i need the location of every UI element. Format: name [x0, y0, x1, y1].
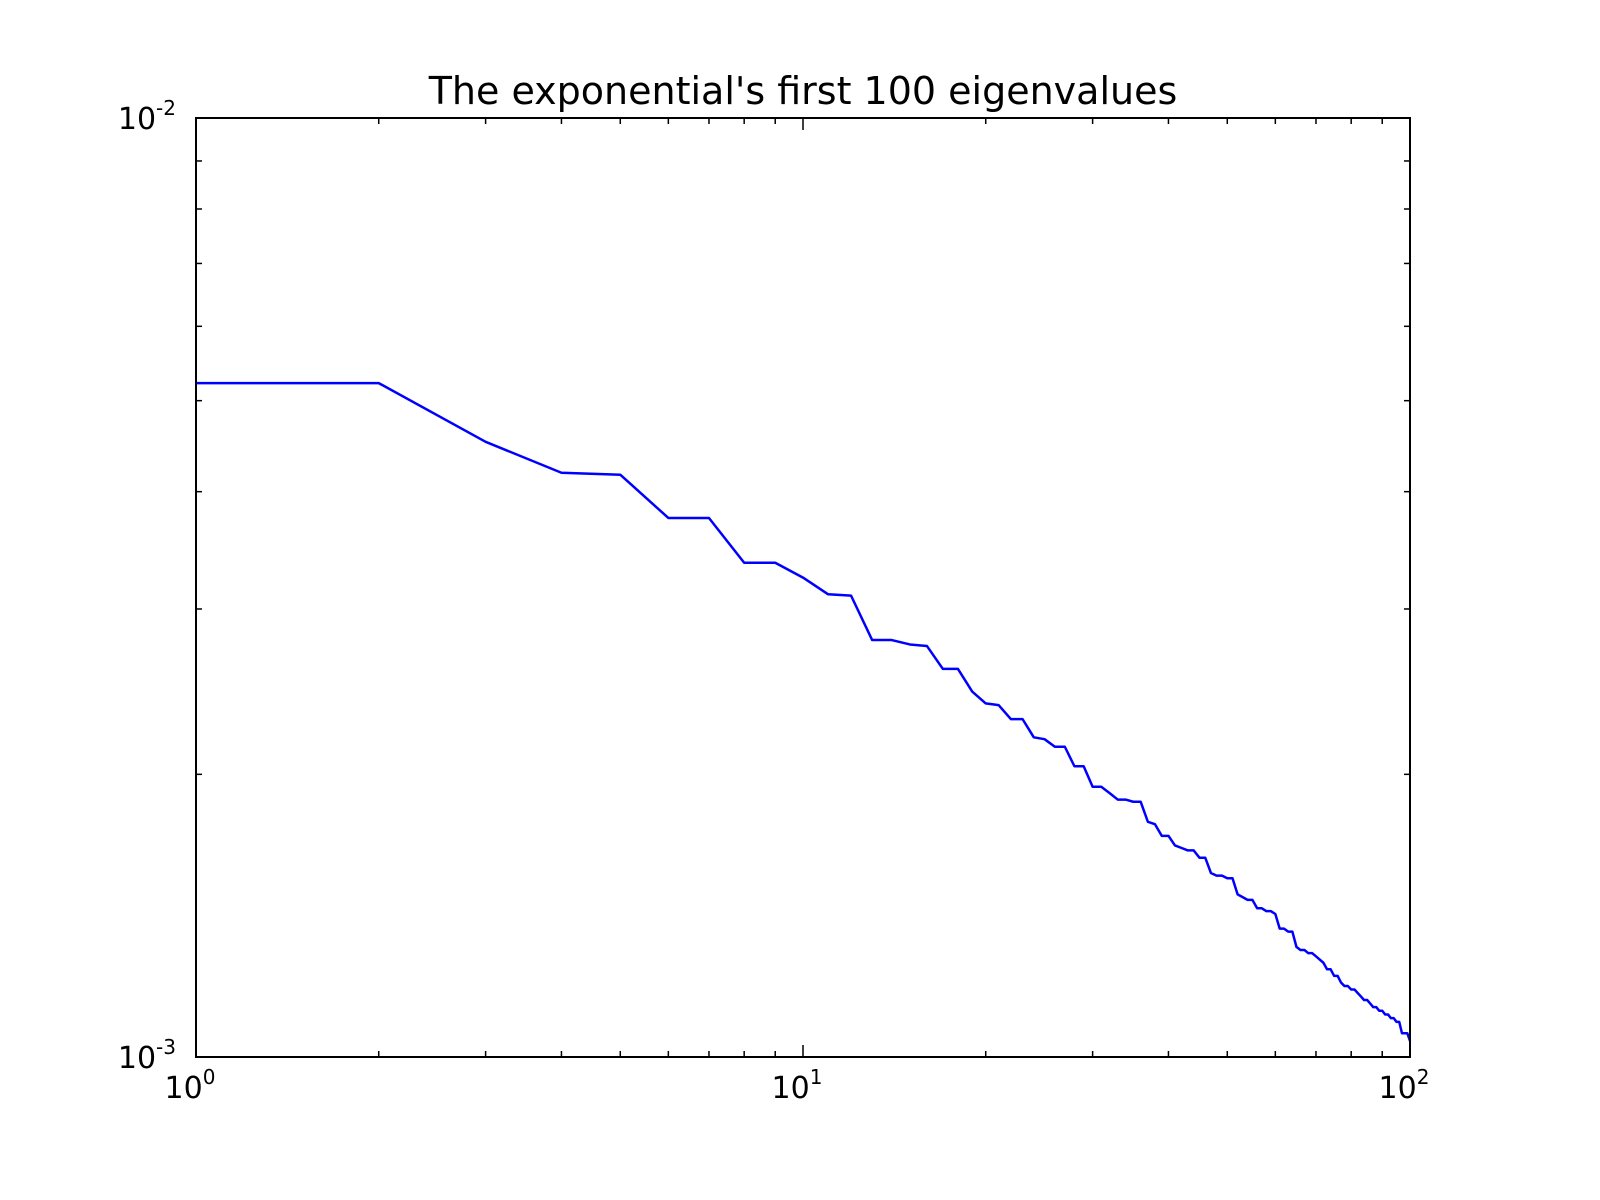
- x-tick-label: 101: [772, 1065, 823, 1106]
- tick-base: 10: [772, 1071, 810, 1106]
- tick-base: 10: [118, 102, 156, 137]
- tick-exponent: -2: [156, 96, 176, 120]
- tick-exponent: 1: [810, 1065, 823, 1089]
- x-tick-label: 102: [1379, 1065, 1430, 1106]
- y-tick-label: 10-2: [118, 96, 176, 137]
- y-tick-label: 10-3: [118, 1035, 176, 1076]
- tick-base: 10: [1379, 1071, 1417, 1106]
- tick-exponent: 2: [1417, 1065, 1430, 1089]
- x-tick-label: 100: [165, 1065, 216, 1106]
- tick-exponent: -3: [156, 1035, 176, 1059]
- data-line: [196, 381, 1412, 1042]
- chart-title: The exponential's first 100 eigenvalues: [428, 69, 1178, 113]
- tick-base: 10: [118, 1041, 156, 1076]
- tick-exponent: 0: [203, 1065, 216, 1089]
- tick-base: 10: [165, 1071, 203, 1106]
